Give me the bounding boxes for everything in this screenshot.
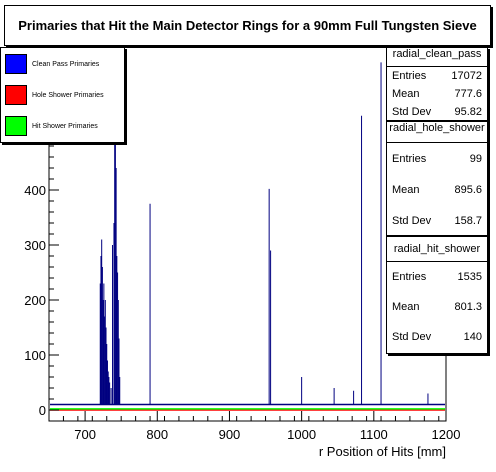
legend-entry-clean: Clean Pass Primaries [5,54,99,74]
stats-label: Mean [392,183,420,196]
x-tick-label: 900 [219,427,241,442]
x-tick-label: 700 [74,427,96,442]
stats-label: Std Dev [392,331,432,343]
legend-label-hit: Hit Shower Primaries [32,122,98,130]
stats-value: 158.7 [454,214,482,227]
stats-row-entries: Entries 17072 [387,67,487,85]
stats-row-entries: Entries 99 [387,143,487,174]
stats-row-entries: Entries 1535 [387,262,487,292]
legend-swatch-hit [5,116,27,136]
x-tick-label: 1200 [432,427,461,442]
x-axis-label: r Position of Hits [mm] [319,444,446,459]
x-tick-label: 1000 [287,427,316,442]
y-tick-label: 300 [24,238,46,253]
stats-value: 777.6 [454,88,482,100]
stats-row-stddev: Std Dev 140 [387,322,487,352]
stats-row-mean: Mean 895.6 [387,174,487,205]
stats-label: Std Dev [392,214,432,227]
stats-label: Mean [392,301,420,313]
y-tick-label: 400 [24,183,46,198]
legend-label-clean: Clean Pass Primaries [32,60,100,68]
stats-label: Std Dev [392,106,432,118]
stats-value: 99 [469,152,482,165]
stats-value: 895.6 [454,183,482,196]
stats-row-stddev: Std Dev 158.7 [387,205,487,236]
chart-title: Primaries that Hit the Main Detector Rin… [4,5,491,46]
stats-label: Entries [392,271,427,283]
x-tick-label: 800 [146,427,168,442]
legend-entry-hole: Hole Shower Primaries [5,85,104,105]
stats-box-clean: radial_clean_pass Entries 17072 Mean 777… [386,47,488,121]
y-tick-label: 100 [24,348,46,363]
legend-swatch-clean [5,54,27,74]
stats-box-hit: radial_hit_shower Entries 1535 Mean 801.… [386,236,488,354]
legend-label-hole: Hole Shower Primaries [32,91,104,99]
legend: Clean Pass Primaries Hole Shower Primari… [0,47,125,143]
stats-value: 140 [463,331,482,343]
stats-row-mean: Mean 777.6 [387,85,487,103]
stats-title-clean: radial_clean_pass [387,48,487,67]
stats-row-stddev: Std Dev 95.82 [387,103,487,121]
stats-value: 95.82 [454,106,482,118]
legend-entry-hit: Hit Shower Primaries [5,116,98,136]
stats-label: Entries [392,152,427,165]
y-tick-label: 0 [39,403,46,418]
y-tick-label: 200 [24,293,46,308]
x-tick-label: 1100 [360,427,388,442]
stats-value: 801.3 [454,301,482,313]
stats-value: 17072 [451,70,482,82]
stats-label: Entries [392,70,427,82]
stats-title-hit: radial_hit_shower [387,237,487,262]
stats-title-hole: radial_hole_shower [387,122,487,143]
stats-value: 1535 [457,271,482,283]
stats-label: Mean [392,88,420,100]
stats-box-hole: radial_hole_shower Entries 99 Mean 895.6… [386,121,488,236]
stats-row-mean: Mean 801.3 [387,292,487,322]
legend-swatch-hole [5,85,27,105]
